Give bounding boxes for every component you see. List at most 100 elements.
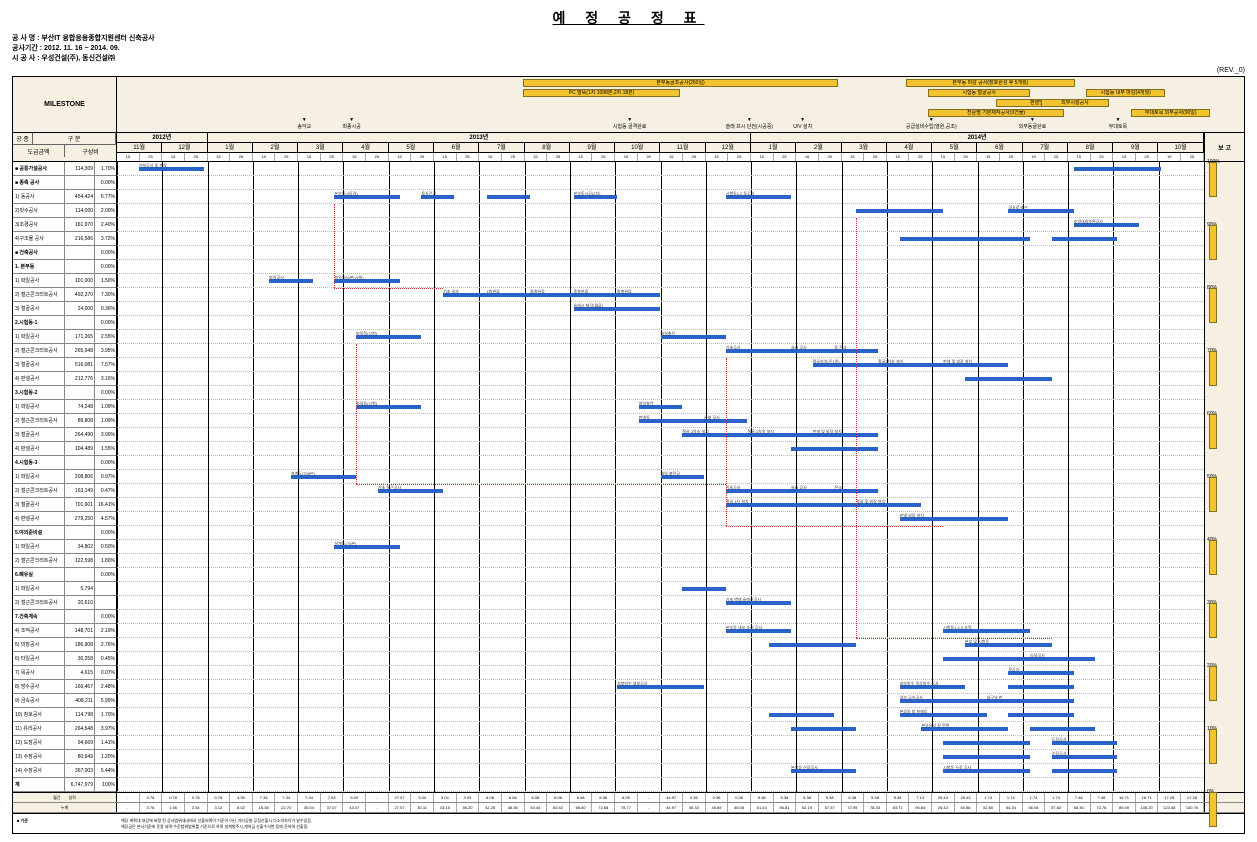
task-lane: 설계도(758본)파일 충전공	[117, 470, 1204, 484]
month-cell: 5월	[389, 143, 434, 152]
footer-cell: 67.57	[819, 803, 842, 812]
task-row: 계6,747,979100%	[13, 778, 116, 792]
task-amount: 186,908	[64, 638, 94, 651]
task-amount: 94,669	[64, 736, 94, 749]
gantt-bar-label: 수장공사	[1052, 751, 1067, 757]
task-lane	[117, 554, 1204, 568]
task-name: 계	[13, 778, 64, 791]
footer-cell: 7.34	[253, 793, 276, 802]
footer-cell: 1.74	[977, 793, 1000, 802]
task-lane: 철골 1차 설치철골 및 외장 설치	[117, 498, 1204, 512]
gantt-bar-label: 설계도(75본)	[334, 541, 356, 547]
task-row: 2) 철근콘크리트공사122,5981.80%	[13, 554, 116, 568]
task-percent: 7.57%	[94, 358, 116, 371]
milestone-marker: 최종시공	[342, 117, 360, 130]
footer-cell: 6.08	[547, 793, 570, 802]
task-percent: 0.00%	[94, 526, 116, 539]
task-lane: 조경내외부완공사	[117, 218, 1204, 232]
task-lane	[117, 232, 1204, 246]
footer-cell: 46.05	[728, 803, 751, 812]
gantt-bar-label: 가설공사 및 측량	[139, 163, 167, 169]
task-name: 7.건축계속	[13, 610, 64, 623]
day-cell: 15	[479, 153, 502, 161]
gantt-bar-label: 내구널 판	[987, 695, 1003, 701]
revision: (REV._0)	[12, 67, 1245, 74]
day-cell: 15	[525, 153, 548, 161]
task-row: ■ 종축 공사0.00%	[13, 176, 116, 190]
task-amount: 454,424	[64, 190, 94, 203]
day-cell: 15	[660, 153, 683, 161]
task-lane	[117, 372, 1204, 386]
percent-bar	[1209, 351, 1217, 385]
gantt-bar-label: 철골2차송 설치	[878, 359, 903, 365]
footer-cell: 6.00	[343, 793, 366, 802]
task-name: 1) 동공사	[13, 190, 64, 203]
task-column: ■ 공통가설공사114,3091.70%■ 종축 공사0.00% 1) 동공사4…	[13, 162, 117, 792]
task-lane: 기초공사슬래 공사동 콘크	[117, 344, 1204, 358]
footer-cell: 51.43	[751, 803, 774, 812]
timeline-header: 공 종 구 분 도급금액 구성비 2012년2013년2014년 11월12월1…	[13, 133, 1244, 162]
gantt-bar-label: 철골 2차송 설치	[682, 429, 709, 435]
task-name: ■ 공통가설공사	[13, 162, 64, 175]
task-lane: 파일공사파일동54본(시험)	[117, 274, 1204, 288]
milestone-marker: 공급설비수립(열원,공조)	[906, 117, 957, 130]
day-cell: 25	[230, 153, 253, 161]
percent-bar	[1209, 729, 1217, 763]
notes: ■ 기준 해당 계획내 대상에 표함 된 공사범위내내에서 산출되며이 기준이 …	[13, 813, 1244, 832]
footer-cell: 5.38	[796, 793, 819, 802]
footer-label: 누계	[13, 803, 117, 812]
percent-bar	[1209, 603, 1217, 637]
task-row: 14) 수장공사367,0035.44%	[13, 764, 116, 778]
task-name: 4) 판넬공사	[13, 372, 64, 385]
day-cell: 25	[638, 153, 661, 161]
gantt-bar-label: 중층완료	[574, 289, 589, 295]
footer-cell: 5.38	[864, 793, 887, 802]
task-amount: 408,211	[64, 694, 94, 707]
task-row: 1) 동공사454,4246.77%	[13, 190, 116, 204]
footer-cell: 0.78	[140, 793, 163, 802]
task-lane	[117, 316, 1204, 330]
task-amount	[64, 610, 94, 623]
footer-cell: 0.78	[162, 793, 185, 802]
day-cell: 25	[819, 153, 842, 161]
task-name: 1) 파일공사	[13, 330, 64, 343]
percent-bar	[1209, 477, 1217, 511]
task-row: 3) 철골공사701,60116.41%	[13, 498, 116, 512]
footer-cell: 1.74	[1045, 793, 1068, 802]
gantt-bar-label: 설계도(758본)	[291, 471, 315, 477]
gantt-bar	[1052, 769, 1117, 773]
task-amount: 212,776	[64, 372, 94, 385]
footer-cell: 78.33	[864, 803, 887, 812]
task-lane: 기초,벽체,슬래브공사	[117, 596, 1204, 610]
task-name: 4)구조물 공사	[13, 232, 64, 245]
gantt-bar-label: 본부동 수장공사	[791, 765, 818, 771]
footer-cell: 27.07	[389, 793, 412, 802]
task-amount	[64, 568, 94, 581]
footer-row: 월간실적-0.780.780.780.784.907.347.347.347.0…	[13, 793, 1244, 803]
task-amount: 367,003	[64, 764, 94, 777]
task-name: 8) 방수공사	[13, 680, 64, 693]
gantt-bar-label: 경사로 배수	[1008, 205, 1028, 211]
footer-cell: 90.84	[909, 803, 932, 812]
task-amount: 208,806	[64, 470, 94, 483]
task-lane: 본부유리 창 전면	[117, 722, 1204, 736]
task-amount: 4,615	[64, 666, 94, 679]
task-row: 1. 본부동0.00%	[13, 260, 116, 274]
footer-cell: 1.74	[1023, 793, 1046, 802]
footer-cell: 78.77	[615, 803, 638, 812]
day-cell: 15	[343, 153, 366, 161]
month-cell: 10월	[1158, 143, 1203, 152]
task-row: 3) 철골공사264,4903.90%	[13, 428, 116, 442]
gantt-bar	[1052, 237, 1117, 241]
task-row: 1) 파일공사5,794	[13, 582, 116, 596]
task-lane: 타일공사	[117, 652, 1204, 666]
day-cell: 15	[1113, 153, 1136, 161]
day-cell: 25	[1000, 153, 1023, 161]
month-cell: 9월	[1113, 143, 1158, 152]
footer-cell: 89.49	[1113, 803, 1136, 812]
footer-cell: 8.02	[230, 803, 253, 812]
task-percent: 0.97%	[94, 470, 116, 483]
footer-cell: 65.30	[1068, 803, 1091, 812]
task-percent: 0.00%	[94, 568, 116, 581]
task-percent: 2.48%	[94, 680, 116, 693]
